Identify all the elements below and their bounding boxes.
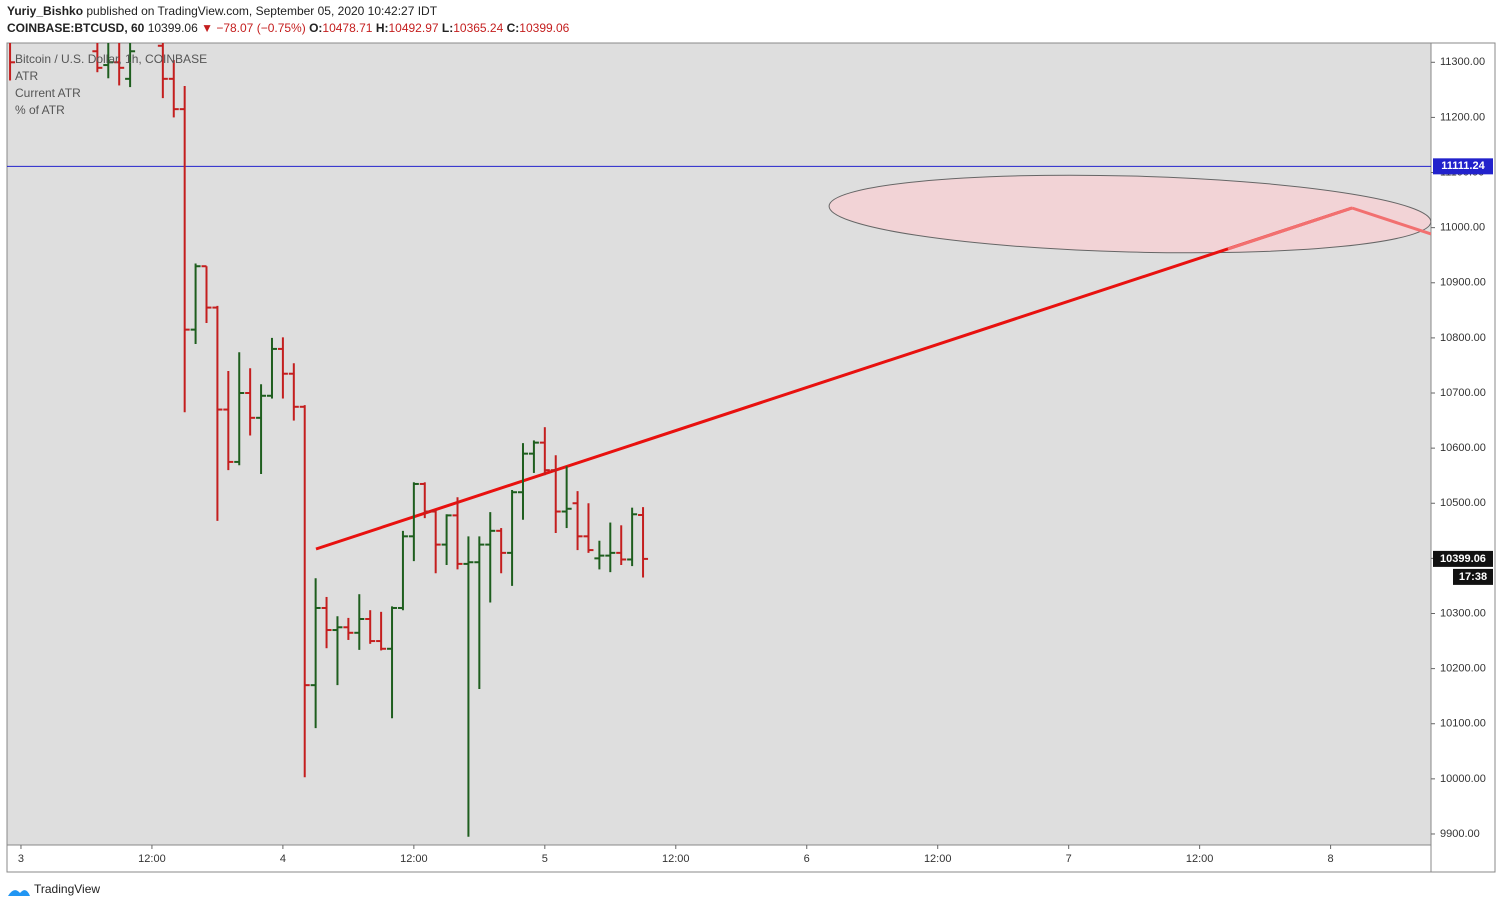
countdown-bg: [1453, 568, 1493, 585]
price-label: 11111.24: [1441, 160, 1485, 172]
y-tick-label: 10000.00: [1440, 773, 1486, 785]
y-tick-label: 10300.00: [1440, 607, 1486, 619]
x-tick-label: 5: [542, 853, 548, 865]
ellipse-drawing: [828, 174, 1431, 254]
price-label-bg: [1433, 158, 1493, 175]
y-tick-label: 10800.00: [1440, 332, 1486, 344]
c-label: C:: [507, 21, 520, 35]
plot-area: [6, 42, 1432, 846]
legend-title: Bitcoin / U.S. Dollar, 1h, COINBASE: [15, 52, 207, 66]
author: Yuriy_Bishko: [7, 4, 83, 18]
trend-line: [315, 206, 1353, 551]
x-tick-label: 12:00: [662, 853, 690, 865]
last: 10399.06: [148, 21, 198, 35]
y-tick-label: 10700.00: [1440, 387, 1486, 399]
logo: [8, 890, 30, 896]
last-price-bg: [1433, 550, 1493, 567]
l-value: 10365.24: [453, 21, 503, 35]
x-tick-label: 12:00: [138, 853, 166, 865]
legend-item: ATR: [15, 69, 38, 83]
y-tick-label: 10500.00: [1440, 497, 1486, 509]
legend-item: Current ATR: [15, 86, 81, 100]
h-value: 10492.97: [388, 21, 438, 35]
x-tick-label: 3: [18, 853, 24, 865]
published: published on TradingView.com, September …: [86, 4, 437, 18]
legend-item: % of ATR: [15, 103, 65, 117]
time-axis: [6, 844, 1432, 873]
x-tick-label: 4: [280, 853, 286, 865]
o-label: O:: [309, 21, 322, 35]
y-tick-label: 10600.00: [1440, 442, 1486, 454]
last-price-label: 10399.06: [1440, 553, 1486, 565]
footer: TradingView: [34, 882, 100, 896]
c-value: 10399.06: [519, 21, 569, 35]
symbol: COINBASE:BTCUSD, 60: [7, 21, 145, 35]
symbol-line: COINBASE:BTCUSD, 60 10399.06 ▼ −78.07 (−…: [7, 21, 570, 35]
y-tick-label: 11000.00: [1440, 222, 1485, 234]
header-line: Yuriy_Bishko published on TradingView.co…: [7, 4, 438, 18]
countdown: 17:38: [1459, 571, 1487, 583]
price-axis: [1430, 42, 1496, 873]
y-tick-label: 10100.00: [1440, 718, 1486, 730]
x-tick-label: 6: [804, 853, 810, 865]
trend-line-return: [1351, 206, 1431, 236]
h-label: H:: [376, 21, 389, 35]
y-tick-label: 11200.00: [1440, 111, 1485, 123]
x-tick-label: 8: [1328, 853, 1334, 865]
l-label: L:: [442, 21, 453, 35]
x-tick-label: 7: [1066, 853, 1072, 865]
y-tick-label: 10900.00: [1440, 277, 1486, 289]
o-value: 10478.71: [322, 21, 372, 35]
change: ▼ −78.07 (−0.75%): [201, 21, 306, 35]
y-tick-label: 10200.00: [1440, 663, 1486, 675]
trend-line-overlay: [1227, 206, 1353, 251]
x-tick-label: 12:00: [924, 853, 952, 865]
plot: [7, 43, 1431, 837]
y-tick-label: 9900.00: [1440, 828, 1480, 840]
x-tick-label: 12:00: [1186, 853, 1214, 865]
y-tick-label: 11300.00: [1440, 56, 1485, 68]
x-tick-label: 12:00: [400, 853, 428, 865]
